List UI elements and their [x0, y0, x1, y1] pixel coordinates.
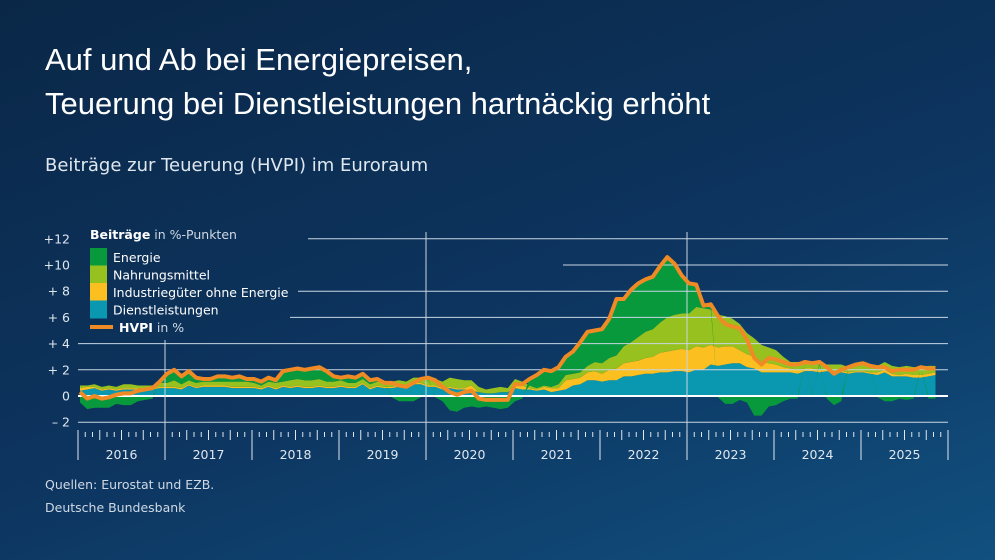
y-tick-label: 0	[62, 389, 70, 404]
legend-title: Beiträge in %-Punkten	[90, 227, 237, 242]
title-line-1: Auf und Ab bei Energiepreisen,	[45, 42, 473, 77]
publisher-note: Deutsche Bundesbank	[45, 500, 186, 515]
source-note: Quellen: Eurostat und EZB.	[45, 477, 215, 492]
x-tick-label: 2024	[802, 447, 834, 462]
legend-label-hvpi: HVPI in %	[119, 320, 184, 335]
y-tick-label: + 4	[48, 336, 70, 351]
legend-swatch	[90, 283, 107, 301]
chart-subtitle: Beiträge zur Teuerung (HVPI) im Euroraum	[45, 155, 429, 176]
x-tick-label: 2018	[280, 447, 312, 462]
y-tick-label: +10	[44, 258, 70, 273]
legend-label: Energie	[113, 250, 161, 265]
line-layer	[78, 255, 936, 402]
legend-label: Dienstleistungen	[113, 303, 219, 318]
x-tick-label: 2023	[715, 447, 747, 462]
grid-layer: +12 +10 + 8 + 6 + 4 + 2 0 – 2 2016 2017 2018 2019 20…	[44, 231, 949, 462]
x-tick-label: 2019	[367, 447, 399, 462]
legend-swatch-hvpi	[90, 325, 113, 329]
line-hvpi	[78, 255, 936, 402]
area-layer	[80, 257, 936, 416]
x-tick-label: 2016	[106, 447, 138, 462]
area-nahrungsmittel	[80, 306, 936, 394]
y-tick-label: – 2	[52, 415, 70, 430]
area-industriegüter-ohne-energie	[80, 344, 936, 394]
y-tick-label: + 6	[48, 310, 70, 325]
y-tick-label: + 2	[48, 362, 70, 377]
legend-swatch	[90, 248, 107, 266]
y-tick-label: + 8	[48, 284, 70, 299]
legend-label: Nahrungsmittel	[113, 268, 210, 283]
x-tick-label: 2020	[454, 447, 486, 462]
legend: Beiträge in %-Punkten Energie Nahrungsmitt…	[90, 227, 289, 335]
x-tick-label: 2022	[628, 447, 660, 462]
x-tick-label: 2021	[541, 447, 573, 462]
x-tick-label: 2025	[889, 447, 921, 462]
area-dienstleistungen	[80, 363, 936, 396]
title-line-2: Teuerung bei Dienstleistungen hartnäckig…	[45, 86, 711, 121]
chart-title: Auf und Ab bei Energiepreisen, Teuerung …	[45, 38, 710, 126]
x-tick-label: 2017	[193, 447, 225, 462]
legend-swatch	[90, 265, 107, 284]
area-energie	[80, 257, 936, 416]
legend-label: Industriegüter ohne Energie	[113, 285, 289, 300]
y-tick-label: +12	[44, 231, 70, 246]
legend-swatch	[90, 300, 107, 319]
